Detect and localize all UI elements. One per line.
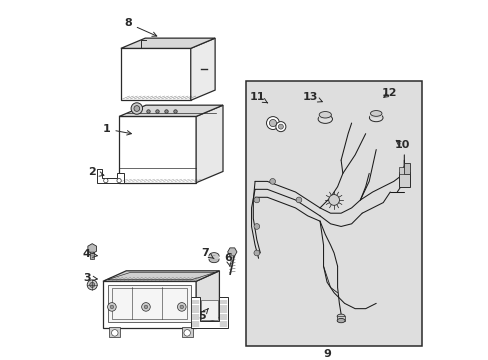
Text: 12: 12 [381, 88, 397, 98]
Circle shape [117, 179, 121, 183]
Circle shape [103, 179, 108, 183]
Circle shape [177, 303, 186, 311]
Text: 7: 7 [201, 248, 214, 259]
Circle shape [110, 305, 114, 309]
Bar [182, 327, 192, 337]
Bar [319, 115, 331, 119]
Bar [208, 256, 219, 260]
Ellipse shape [208, 253, 219, 259]
Circle shape [183, 330, 190, 336]
Bar [109, 327, 120, 337]
Polygon shape [227, 248, 237, 256]
Circle shape [296, 197, 301, 203]
Bar [398, 167, 403, 174]
Text: 8: 8 [124, 18, 157, 36]
Ellipse shape [336, 314, 345, 319]
Circle shape [269, 179, 275, 184]
Polygon shape [190, 297, 228, 328]
Circle shape [253, 250, 259, 256]
Bar [90, 249, 94, 259]
Text: 11: 11 [249, 92, 267, 103]
Circle shape [253, 197, 259, 203]
Text: 6: 6 [224, 253, 232, 266]
Circle shape [278, 124, 283, 129]
Bar [246, 81, 421, 346]
Circle shape [142, 303, 150, 311]
Text: 1: 1 [102, 124, 131, 135]
Circle shape [328, 194, 339, 205]
Circle shape [253, 224, 259, 229]
Circle shape [134, 105, 140, 111]
Bar [403, 163, 409, 174]
Polygon shape [103, 271, 219, 281]
Polygon shape [121, 48, 190, 100]
Circle shape [180, 305, 183, 309]
Polygon shape [196, 105, 223, 183]
Text: 9: 9 [322, 349, 330, 359]
Text: 10: 10 [394, 140, 409, 150]
Polygon shape [119, 105, 223, 116]
Text: 2: 2 [88, 167, 103, 177]
Polygon shape [97, 169, 123, 183]
Polygon shape [190, 38, 215, 100]
Circle shape [89, 282, 95, 287]
Circle shape [111, 330, 118, 336]
Polygon shape [88, 244, 96, 254]
Circle shape [131, 103, 142, 114]
Ellipse shape [319, 112, 331, 118]
Circle shape [269, 120, 276, 127]
Bar [370, 113, 381, 118]
Bar [108, 285, 190, 323]
Polygon shape [103, 281, 196, 328]
Circle shape [107, 303, 116, 311]
Circle shape [144, 305, 147, 309]
Text: 4: 4 [83, 249, 97, 260]
Bar [201, 300, 218, 320]
Ellipse shape [336, 319, 345, 323]
Text: 3: 3 [83, 273, 97, 283]
Polygon shape [121, 38, 215, 48]
Ellipse shape [318, 115, 332, 123]
Bar [398, 172, 409, 187]
Ellipse shape [370, 111, 381, 116]
Polygon shape [196, 271, 219, 328]
Text: 13: 13 [303, 92, 322, 102]
Text: 5: 5 [197, 309, 208, 321]
Bar [112, 288, 187, 319]
Circle shape [266, 117, 279, 130]
Circle shape [275, 122, 285, 132]
Polygon shape [119, 116, 196, 183]
Bar [336, 316, 345, 321]
Ellipse shape [368, 114, 382, 122]
Ellipse shape [208, 256, 219, 263]
Circle shape [87, 280, 97, 290]
